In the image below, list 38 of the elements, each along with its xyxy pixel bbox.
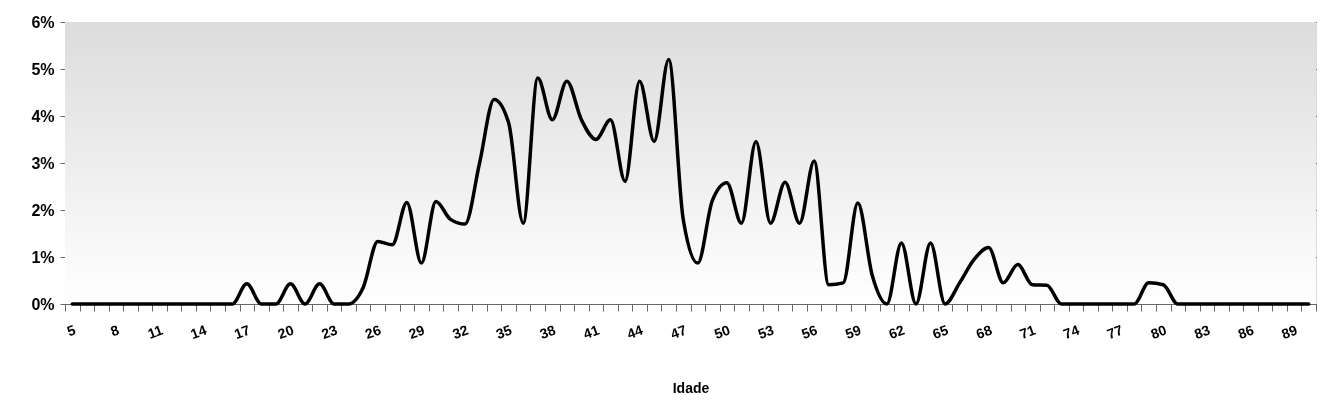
x-tick-label: 8 (108, 321, 122, 340)
x-tick-label: 32 (450, 321, 471, 342)
x-tick-label: 50 (712, 321, 733, 342)
x-tick-label: 35 (493, 321, 515, 342)
x-tick-label: 80 (1148, 321, 1169, 342)
x-tick-label: 26 (362, 321, 384, 342)
x-tick-label: 44 (624, 321, 646, 342)
x-tick-label: 20 (275, 321, 296, 342)
x-tick-label: 14 (188, 321, 209, 342)
x-axis-title: Idade (672, 379, 710, 396)
x-tick-label: 68 (973, 321, 995, 342)
x-tick-label: 5 (64, 321, 78, 340)
x-tick-label: 83 (1192, 321, 1213, 342)
x-tick-label: 41 (581, 321, 602, 342)
y-tick-label: 1% (31, 248, 55, 266)
x-tick-label: 89 (1279, 321, 1300, 342)
y-tick-label: 5% (31, 60, 55, 78)
x-tick-label: 59 (842, 321, 864, 342)
line-series (70, 57, 1311, 306)
x-tick-label: 17 (232, 321, 253, 342)
y-tick-label: 0% (31, 295, 55, 313)
x-tick-label: 77 (1104, 321, 1126, 342)
x-tick-label: 71 (1017, 321, 1038, 342)
x-tick-label: 74 (1061, 321, 1082, 342)
x-tick-label: 53 (755, 321, 776, 342)
y-tick-label: 6% (31, 13, 55, 31)
y-tick-label: 3% (31, 154, 55, 172)
x-tick-label: 56 (799, 321, 820, 342)
x-tick-label: 47 (668, 321, 689, 342)
x-tick-label: 11 (145, 321, 166, 342)
x-tick-label: 38 (537, 321, 558, 342)
x-tick-label: 23 (319, 321, 340, 342)
y-tick-label: 4% (31, 107, 55, 125)
x-tick-label: 62 (886, 321, 907, 342)
x-tick-label: 86 (1235, 321, 1257, 342)
x-tick-label: 29 (406, 321, 427, 342)
y-tick-label: 2% (31, 201, 55, 219)
x-tick-label: 65 (930, 321, 951, 342)
